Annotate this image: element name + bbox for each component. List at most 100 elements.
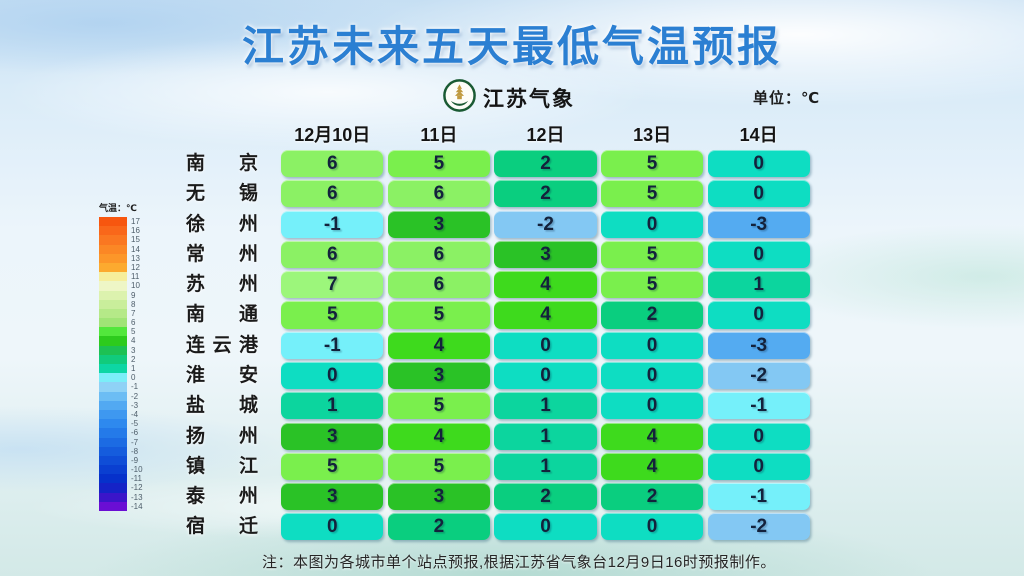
legend-entry: 3 [99, 345, 143, 355]
legend-tick-label: -9 [131, 455, 139, 465]
legend-tick-label: -7 [131, 437, 139, 447]
legend-swatch [99, 455, 127, 466]
table-row: 镇江 5 5 1 4 0 [186, 452, 812, 480]
temp-cell: 6 [387, 271, 490, 299]
city-label: 泰州 [186, 486, 258, 508]
legend-tick-label: -6 [131, 428, 139, 438]
table-row: 扬州 3 4 1 4 0 [186, 422, 812, 450]
page-title: 江苏未来五天最低气温预报 [241, 23, 782, 70]
temp-cell: 0 [707, 150, 810, 178]
legend-entry: 1 [99, 364, 143, 374]
temp-cell: 4 [494, 301, 597, 329]
legend-entry: -13 [99, 492, 143, 502]
legend-swatch [99, 226, 127, 236]
legend-entry: -4 [99, 409, 143, 420]
legend-swatch [99, 428, 127, 438]
legend-entry: -9 [99, 455, 143, 466]
legend-swatch [99, 492, 127, 502]
legend-swatch [99, 253, 127, 263]
temp-cell: -2 [707, 361, 810, 390]
legend-tick-label: 10 [131, 281, 140, 291]
footer-note: 注：本图为各城市单个站点预报,根据江苏省气象台12月9日16时预报制作。 [262, 554, 776, 571]
temp-cell: -1 [281, 210, 384, 238]
temp-cell: 0 [707, 422, 810, 450]
legend-tick-label: -14 [131, 501, 143, 511]
temp-cell: 6 [387, 180, 490, 208]
temp-cell: 3 [494, 240, 597, 268]
temp-cell: 6 [387, 240, 490, 268]
legend-entry: -1 [99, 382, 143, 392]
city-label: 连云港 [186, 334, 258, 356]
legend-tick-label: -1 [131, 382, 139, 392]
temp-cell: 0 [494, 361, 597, 390]
city-label: 常州 [186, 243, 258, 265]
legend-entry: -12 [99, 483, 143, 493]
jiangsu-meteorology-emblem-icon [443, 79, 476, 117]
legend-tick-label: -2 [131, 391, 139, 401]
legend-swatch [99, 373, 127, 383]
legend-entry: 8 [99, 299, 143, 309]
temp-cell: 4 [494, 271, 597, 299]
table-row: 盐城 1 5 1 0 -1 [186, 392, 812, 420]
city-label: 苏州 [186, 274, 258, 296]
table-header-row: 12月10日 11日 12日 13日 14日 [186, 121, 812, 146]
city-label: 镇江 [186, 455, 258, 477]
temp-cell: 5 [600, 180, 704, 208]
legend-swatch [99, 327, 127, 337]
legend-swatch [99, 345, 127, 355]
legend-tick-label: -5 [131, 419, 139, 429]
temp-cell: 2 [387, 513, 490, 541]
legend-tick-label: -8 [131, 446, 139, 456]
temp-cell: 1 [494, 392, 597, 420]
header-city-spacer [186, 121, 258, 146]
legend-entries: 17 16 15 14 13 12 11 10 9 8 7 6 5 4 3 2 1 0 -1 -2 -3 -4 -5 -6 -7… [99, 217, 143, 511]
legend-swatch [99, 235, 127, 245]
legend-tick-label: 16 [131, 226, 140, 236]
temp-cell: 1 [707, 271, 810, 299]
forecast-table: 12月10日 11日 12日 13日 14日 南京 6 5 2 5 0 无锡 6 6 2 5 0 徐州 -1 3 -2… [186, 121, 812, 544]
temp-cell: 5 [387, 392, 490, 420]
legend-swatch [99, 262, 127, 273]
temp-cell: -1 [707, 392, 810, 420]
city-label: 扬州 [186, 425, 258, 447]
temp-cell: 4 [387, 422, 490, 450]
city-label: 无锡 [186, 183, 258, 205]
legend-swatch [99, 437, 127, 447]
temp-cell: 0 [600, 331, 704, 359]
temp-cell: 3 [281, 483, 384, 511]
city-label: 宿迁 [186, 516, 258, 538]
legend-swatch [99, 483, 127, 493]
legend-entry: 13 [99, 253, 143, 263]
temp-cell: 2 [494, 150, 597, 178]
legend-entry: -14 [99, 501, 143, 511]
legend-entry: -3 [99, 400, 143, 410]
column-header: 13日 [633, 125, 672, 145]
city-label: 南通 [186, 304, 258, 326]
temp-cell: 5 [387, 452, 490, 480]
legend-entry: -7 [99, 437, 143, 447]
table-body: 南京 6 5 2 5 0 无锡 6 6 2 5 0 徐州 -1 3 -2 0 -3 常州 6 6 3 5 0 苏州 7 6 4 5 1 南通… [186, 150, 812, 541]
temp-cell: 0 [600, 513, 704, 541]
temp-cell: 0 [281, 361, 384, 390]
legend-swatch [99, 465, 127, 475]
table-row: 宿迁 0 2 0 0 -2 [186, 513, 812, 541]
legend-entry: 2 [99, 354, 143, 364]
legend-tick-label: 13 [131, 253, 140, 263]
legend-tick-label: 6 [131, 318, 136, 328]
city-label: 徐州 [186, 213, 258, 235]
temp-cell: 0 [600, 210, 704, 238]
temperature-colorbar: 气温：℃ 17 16 15 14 13 12 11 10 9 8 7 6 5 4 3 2 1 0 -1 -2 -3 -4-… [99, 201, 143, 511]
temp-cell: 6 [281, 180, 384, 208]
table-row: 常州 6 6 3 5 0 [186, 240, 812, 268]
legend-swatch [99, 290, 127, 300]
legend-entry: -10 [99, 465, 143, 475]
temp-cell: 0 [707, 240, 810, 268]
temp-cell: -2 [707, 513, 810, 541]
legend-swatch [99, 217, 127, 227]
legend-swatch [99, 272, 127, 282]
temp-cell: 0 [707, 452, 810, 480]
temp-cell: 4 [600, 452, 704, 480]
table-row: 淮安 0 3 0 0 -2 [186, 361, 812, 390]
legend-entry: 7 [99, 308, 143, 319]
temp-cell: 3 [387, 361, 490, 390]
